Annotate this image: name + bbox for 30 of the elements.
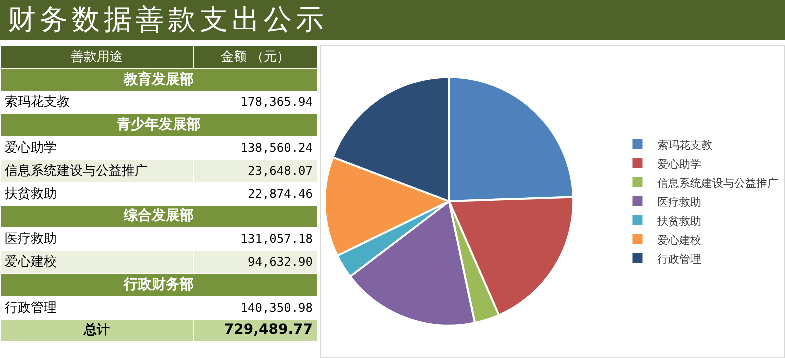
- text: 总计: [0, 319, 194, 342]
- text: 爱心助学: [0, 136, 194, 160]
- text: 140,350.98: [194, 296, 318, 320]
- text: 行政管理: [0, 296, 194, 320]
- text: 94,632.90: [194, 250, 318, 274]
- text: 综合发展部: [0, 205, 318, 228]
- legend-label: 爱心助学: [658, 158, 702, 171]
- text: 财务数据善款支出公示: [0, 0, 785, 40]
- text: 22,874.46: [194, 182, 318, 206]
- text: 金额 （元）: [194, 46, 318, 68]
- text: 医疗救助: [0, 228, 194, 251]
- text: 行政财务部: [0, 273, 318, 296]
- legend-label: 信息系统建设与公益推广: [658, 176, 779, 190]
- text: 信息系统建设与公益推广: [0, 159, 194, 182]
- text: 教育发展部: [0, 68, 318, 92]
- legend-label: 索玛花支教: [658, 138, 713, 152]
- legend-label: 爱心建校: [658, 234, 702, 247]
- text: 178,365.94: [194, 91, 318, 114]
- text: 131,057.18: [194, 228, 318, 251]
- text: 扶贫救助: [0, 182, 194, 206]
- legend-label: 医疗救助: [658, 196, 702, 209]
- text: 138,560.24: [194, 136, 318, 160]
- text: 善款用途: [0, 46, 194, 68]
- text: 青少年发展部: [0, 114, 318, 137]
- legend-label: 扶贫救助: [656, 214, 702, 228]
- text: 23,648.07: [194, 159, 318, 182]
- text: 索玛花支教: [0, 91, 194, 114]
- text: 729,489.77: [194, 319, 318, 342]
- text: 爱心建校: [0, 250, 194, 274]
- legend-label: 行政管理: [658, 252, 702, 266]
